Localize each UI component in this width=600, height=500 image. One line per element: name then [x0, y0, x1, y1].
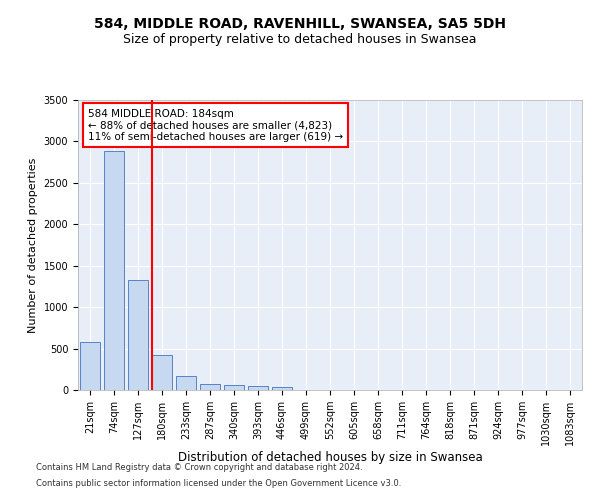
Bar [176, 376, 196, 390]
Text: 584, MIDDLE ROAD, RAVENHILL, SWANSEA, SA5 5DH: 584, MIDDLE ROAD, RAVENHILL, SWANSEA, SA… [94, 18, 506, 32]
Text: Contains HM Land Registry data © Crown copyright and database right 2024.: Contains HM Land Registry data © Crown c… [36, 464, 362, 472]
Text: 584 MIDDLE ROAD: 184sqm
← 88% of detached houses are smaller (4,823)
11% of semi: 584 MIDDLE ROAD: 184sqm ← 88% of detache… [88, 108, 343, 142]
Text: Contains public sector information licensed under the Open Government Licence v3: Contains public sector information licen… [36, 478, 401, 488]
Bar [104, 150, 124, 390]
Bar [248, 386, 268, 390]
Bar [152, 355, 172, 390]
Bar [80, 342, 100, 390]
Bar [272, 387, 292, 390]
Y-axis label: Number of detached properties: Number of detached properties [28, 158, 38, 332]
Bar [200, 384, 220, 390]
X-axis label: Distribution of detached houses by size in Swansea: Distribution of detached houses by size … [178, 450, 482, 464]
Bar [224, 386, 244, 390]
Text: Size of property relative to detached houses in Swansea: Size of property relative to detached ho… [123, 32, 477, 46]
Bar [128, 280, 148, 390]
